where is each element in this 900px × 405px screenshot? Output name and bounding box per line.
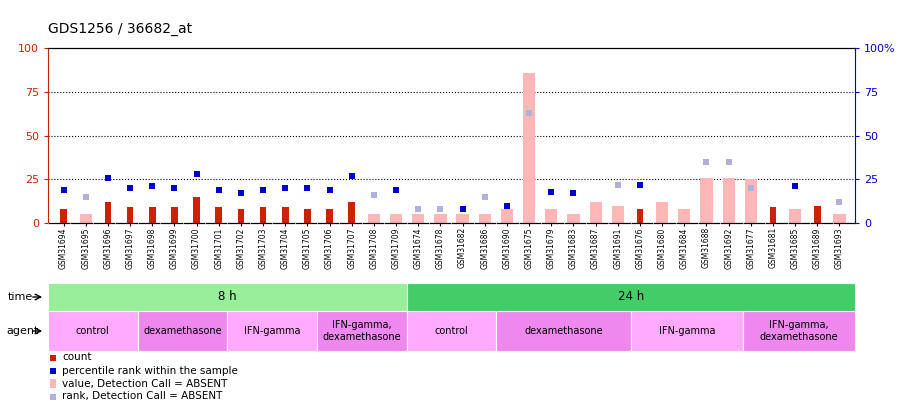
Bar bbox=[194, 197, 200, 223]
Bar bbox=[228, 311, 317, 351]
Bar bbox=[282, 207, 289, 223]
Text: rank, Detection Call = ABSENT: rank, Detection Call = ABSENT bbox=[62, 392, 222, 401]
Text: IFN-gamma: IFN-gamma bbox=[244, 326, 301, 336]
Bar bbox=[171, 207, 177, 223]
Bar bbox=[138, 311, 228, 351]
Text: IFN-gamma,
dexamethasone: IFN-gamma, dexamethasone bbox=[760, 320, 838, 342]
Bar bbox=[104, 202, 112, 223]
Bar bbox=[390, 214, 402, 223]
Bar bbox=[50, 379, 56, 388]
Bar bbox=[407, 283, 855, 311]
Bar bbox=[770, 207, 777, 223]
Bar bbox=[631, 311, 742, 351]
Bar bbox=[656, 202, 668, 223]
Bar bbox=[496, 311, 631, 351]
Bar bbox=[326, 209, 333, 223]
Bar bbox=[48, 283, 407, 311]
Text: count: count bbox=[62, 352, 92, 362]
Text: IFN-gamma,
dexamethasone: IFN-gamma, dexamethasone bbox=[322, 320, 401, 342]
Text: GDS1256 / 36682_at: GDS1256 / 36682_at bbox=[48, 22, 192, 36]
Text: percentile rank within the sample: percentile rank within the sample bbox=[62, 365, 238, 375]
Bar bbox=[700, 177, 713, 223]
Text: agent: agent bbox=[6, 326, 39, 336]
Bar bbox=[545, 209, 557, 223]
Bar bbox=[500, 209, 513, 223]
Bar bbox=[304, 209, 310, 223]
Text: time: time bbox=[8, 292, 33, 302]
Bar bbox=[723, 177, 734, 223]
Bar bbox=[79, 214, 92, 223]
Text: value, Detection Call = ABSENT: value, Detection Call = ABSENT bbox=[62, 379, 228, 388]
Bar bbox=[789, 209, 801, 223]
Bar bbox=[127, 207, 133, 223]
Bar bbox=[238, 209, 244, 223]
Bar bbox=[814, 205, 821, 223]
Text: 8 h: 8 h bbox=[218, 290, 237, 303]
Bar bbox=[679, 209, 690, 223]
Bar bbox=[456, 214, 469, 223]
Bar bbox=[407, 311, 496, 351]
Bar bbox=[412, 214, 424, 223]
Bar bbox=[60, 209, 67, 223]
Bar bbox=[435, 214, 446, 223]
Bar bbox=[215, 207, 222, 223]
Text: dexamethasone: dexamethasone bbox=[525, 326, 603, 336]
Bar bbox=[260, 207, 266, 223]
Bar bbox=[742, 311, 855, 351]
Bar bbox=[612, 205, 624, 223]
Bar bbox=[744, 179, 757, 223]
Bar bbox=[590, 202, 602, 223]
Bar bbox=[48, 311, 138, 351]
Bar bbox=[368, 214, 380, 223]
Bar bbox=[479, 214, 490, 223]
Bar bbox=[317, 311, 407, 351]
Text: dexamethasone: dexamethasone bbox=[143, 326, 221, 336]
Text: control: control bbox=[435, 326, 468, 336]
Bar bbox=[636, 209, 644, 223]
Bar bbox=[833, 214, 846, 223]
Bar bbox=[567, 214, 580, 223]
Bar bbox=[523, 72, 536, 223]
Text: 24 h: 24 h bbox=[617, 290, 644, 303]
Text: IFN-gamma: IFN-gamma bbox=[659, 326, 716, 336]
Bar bbox=[148, 207, 156, 223]
Text: control: control bbox=[76, 326, 110, 336]
Bar bbox=[348, 202, 356, 223]
